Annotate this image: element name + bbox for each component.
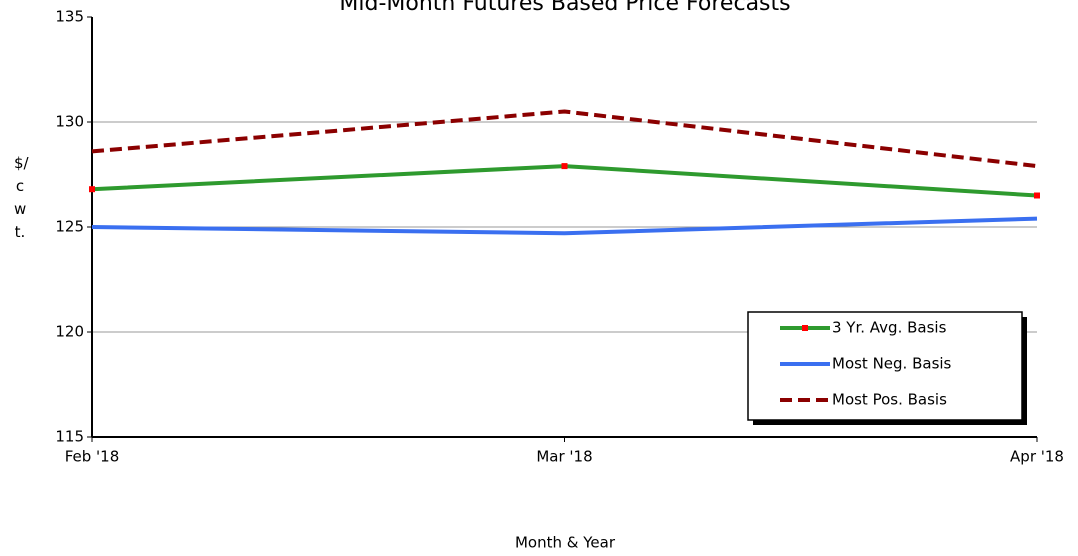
- y-tick-label: 130: [55, 113, 84, 131]
- x-tick-label: Apr '18: [1010, 448, 1064, 466]
- series-line: [91, 216, 1038, 236]
- series-line: [91, 109, 1038, 169]
- legend-marker: [802, 325, 808, 331]
- chart-title: Mid-Month Futures Based Price Forecasts: [339, 0, 790, 16]
- y-tick-label: 115: [55, 428, 84, 446]
- legend-label: Most Pos. Basis: [832, 391, 947, 409]
- series-marker: [561, 163, 568, 170]
- legend-label: 3 Yr. Avg. Basis: [832, 319, 947, 337]
- x-axis-label: Month & Year: [515, 534, 616, 552]
- x-tick-label: Feb '18: [65, 448, 120, 466]
- y-tick-label: 135: [55, 8, 84, 26]
- y-tick-label: 125: [55, 218, 84, 236]
- y-tick-label: 120: [55, 323, 84, 341]
- y-axis-label: $/cwt.: [14, 154, 29, 241]
- series-marker: [89, 186, 95, 193]
- series-marker: [1034, 192, 1040, 199]
- legend-label: Most Neg. Basis: [832, 355, 952, 373]
- series-line: [91, 164, 1038, 198]
- x-tick-label: Mar '18: [536, 448, 592, 466]
